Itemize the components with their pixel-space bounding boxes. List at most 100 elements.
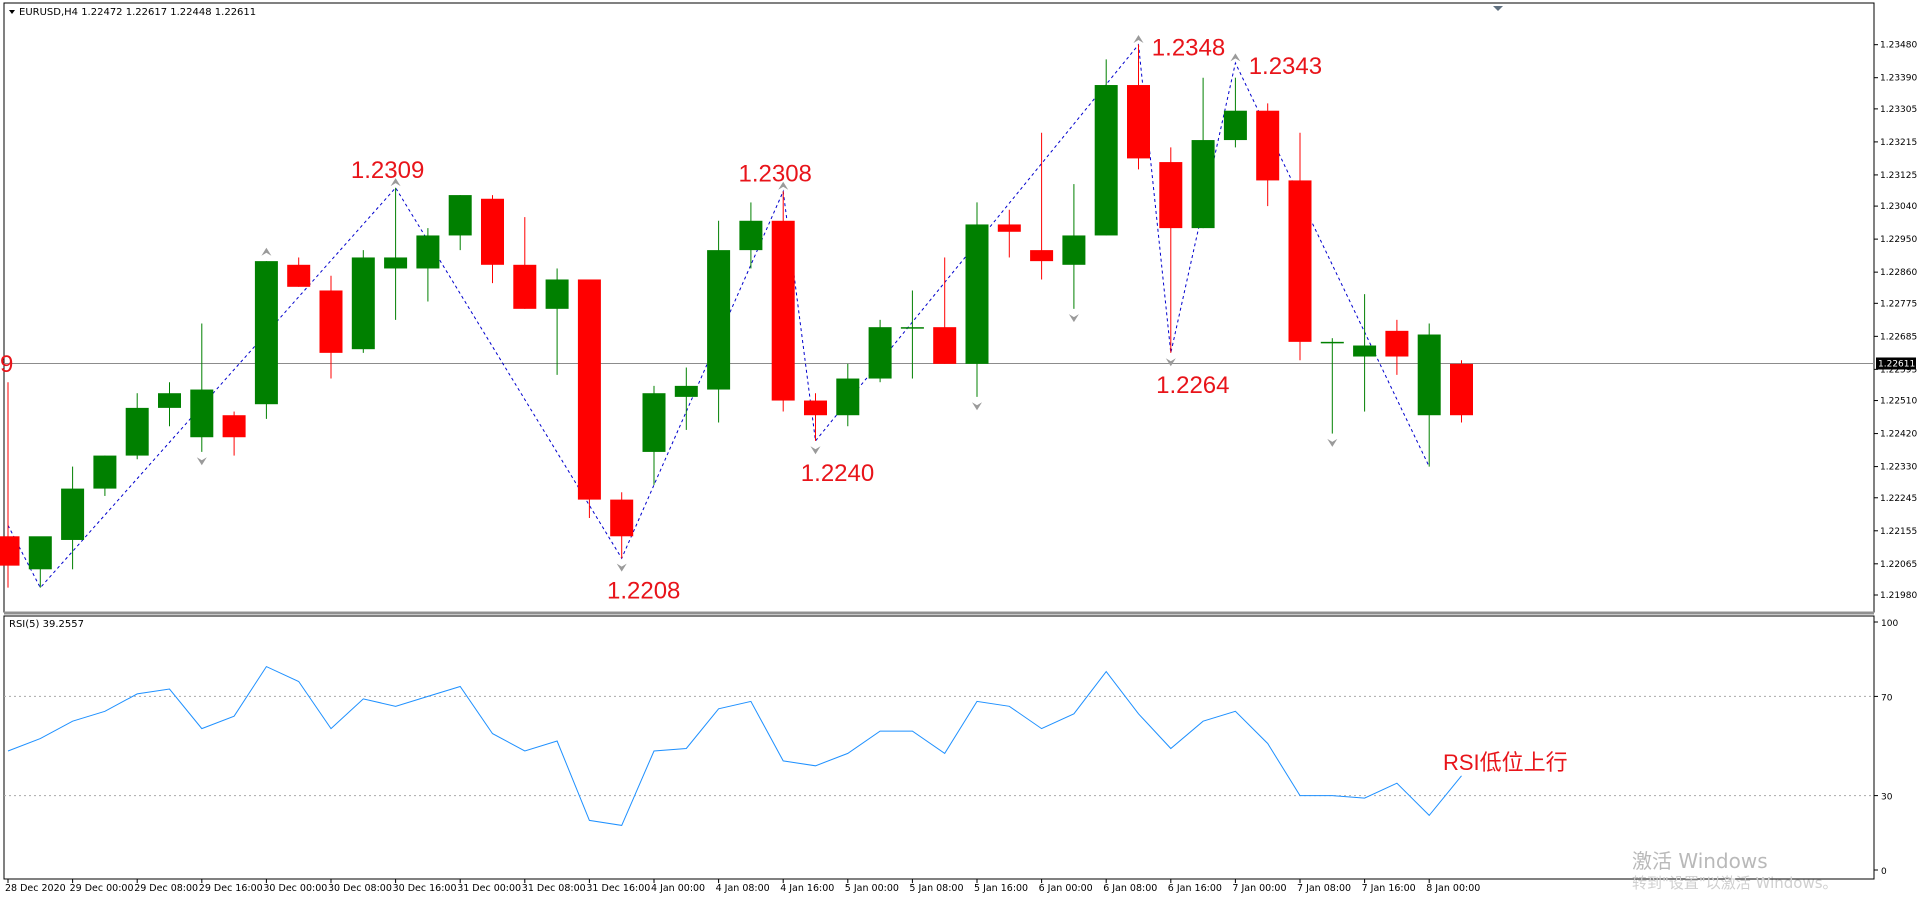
candle: [1385, 319, 1409, 375]
time-tick-label: 30 Dec 00:00: [263, 883, 327, 894]
candle: [28, 536, 52, 588]
candle: [0, 382, 20, 588]
swing-point-label: 1.2264: [1156, 372, 1229, 399]
fractal-up-arrow-icon: [390, 178, 401, 187]
swing-point-label: 1.2308: [738, 160, 811, 187]
candle-body: [28, 536, 52, 570]
candle: [804, 393, 827, 441]
fractal-down-arrow-icon: [1165, 358, 1176, 367]
swing-point-label: 1.2240: [801, 460, 874, 487]
fractal-up-arrow-icon: [778, 181, 789, 190]
time-tick-label: 29 Dec 16:00: [199, 883, 263, 894]
price-tick-label: 1.23125: [1880, 171, 1917, 181]
candle: [1223, 77, 1247, 148]
time-tick-label: 31 Dec 16:00: [586, 883, 650, 894]
candle: [384, 187, 408, 320]
candle-body: [0, 536, 20, 566]
candle-body: [1030, 250, 1054, 262]
time-tick-label: 5 Jan 16:00: [974, 883, 1028, 894]
price-tick-label: 1.22860: [1880, 268, 1917, 278]
candle-body: [707, 250, 731, 390]
candle-body: [1385, 330, 1409, 357]
candle: [93, 455, 117, 496]
candle: [287, 257, 311, 287]
candle-body: [900, 327, 924, 329]
rsi-tick-label: 0: [1881, 867, 1887, 877]
chart-shift-marker: [1493, 6, 1503, 11]
price-tick-label: 1.23390: [1880, 74, 1917, 84]
collapse-triangle-icon[interactable]: [9, 10, 15, 14]
time-tick-label: 30 Dec 16:00: [393, 883, 457, 894]
price-tick-label: 1.21980: [1880, 591, 1917, 601]
swing-point-label: 1.2343: [1249, 53, 1322, 80]
watermark-settings: 转到"设置"以激活 Windows。: [1632, 874, 1838, 892]
candle: [965, 202, 989, 397]
candle: [125, 393, 149, 460]
time-tick-label: 6 Jan 08:00: [1103, 883, 1157, 894]
rsi-panel-frame: [3, 615, 1875, 880]
candle: [771, 191, 795, 412]
zigzag-line: [7, 43, 1430, 589]
fractal-up-arrow-icon: [1230, 53, 1241, 62]
time-tick-label: 5 Jan 08:00: [909, 883, 963, 894]
candle: [868, 319, 892, 383]
chart-header: EURUSD,H4 1.22472 1.22617 1.22448 1.2261…: [19, 7, 256, 18]
fractal-down-arrow-icon: [196, 457, 207, 466]
candle-body: [287, 264, 311, 287]
price-tick-label: 1.22685: [1880, 332, 1917, 342]
price-tick-label: 1.22065: [1880, 560, 1917, 570]
rsi-line: [7, 665, 1462, 826]
candle: [222, 411, 246, 456]
current-price-tag: [1876, 357, 1916, 370]
candle: [577, 279, 601, 518]
candle: [836, 363, 860, 427]
candle: [481, 195, 504, 284]
candle-body: [93, 455, 117, 489]
rsi-annotation: RSI低位上行: [1443, 750, 1568, 775]
candle-body: [1127, 85, 1150, 159]
candle: [1159, 147, 1183, 353]
price-tick-label: 1.22420: [1880, 430, 1917, 440]
fractal-up-arrow-icon: [1133, 35, 1144, 44]
candle-body: [577, 279, 601, 500]
time-tick-label: 4 Jan 16:00: [780, 883, 834, 894]
price-tick-label: 1.22775: [1880, 299, 1917, 309]
price-tick-label: 1.22595: [1880, 365, 1917, 375]
candle: [351, 250, 375, 353]
candle-body: [222, 415, 246, 438]
candle-body: [868, 327, 892, 379]
candle: [1191, 77, 1215, 229]
candle-body: [61, 488, 85, 540]
time-tick-label: 4 Jan 08:00: [716, 883, 770, 894]
rsi-tick-label: 100: [1881, 619, 1898, 629]
candle: [1127, 44, 1150, 170]
candle-body: [965, 224, 989, 364]
candle-body: [1450, 363, 1473, 416]
time-tick-label: 7 Jan 16:00: [1362, 883, 1416, 894]
candle-body: [933, 327, 957, 364]
price-tick-label: 1.22330: [1880, 463, 1917, 473]
candle-body: [125, 407, 149, 456]
candle: [1417, 323, 1441, 467]
candle-body: [1288, 180, 1312, 342]
fractal-down-arrow-icon: [616, 563, 627, 572]
time-tick-label: 31 Dec 00:00: [457, 883, 521, 894]
price-tick-label: 1.23215: [1880, 138, 1917, 148]
candle: [61, 466, 85, 570]
candle: [448, 195, 472, 251]
fractal-up-arrow-icon: [261, 247, 272, 256]
fractal-down-arrow-icon: [972, 402, 982, 411]
candle: [1256, 103, 1280, 207]
candle-body: [610, 499, 634, 537]
candle: [1288, 132, 1312, 361]
candle-body: [1191, 140, 1215, 229]
time-tick-label: 30 Dec 08:00: [328, 883, 392, 894]
candle-body: [545, 279, 569, 309]
candle-body: [1223, 110, 1247, 141]
current-price-tag-label: 1.22611: [1878, 359, 1915, 369]
candle-body: [190, 389, 214, 438]
candle-body: [448, 195, 472, 236]
candle-body: [513, 264, 537, 309]
candle: [319, 275, 343, 379]
